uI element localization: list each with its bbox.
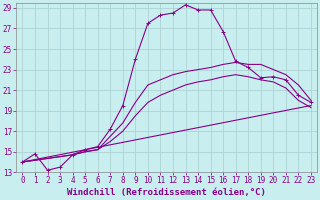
X-axis label: Windchill (Refroidissement éolien,°C): Windchill (Refroidissement éolien,°C): [67, 188, 266, 197]
